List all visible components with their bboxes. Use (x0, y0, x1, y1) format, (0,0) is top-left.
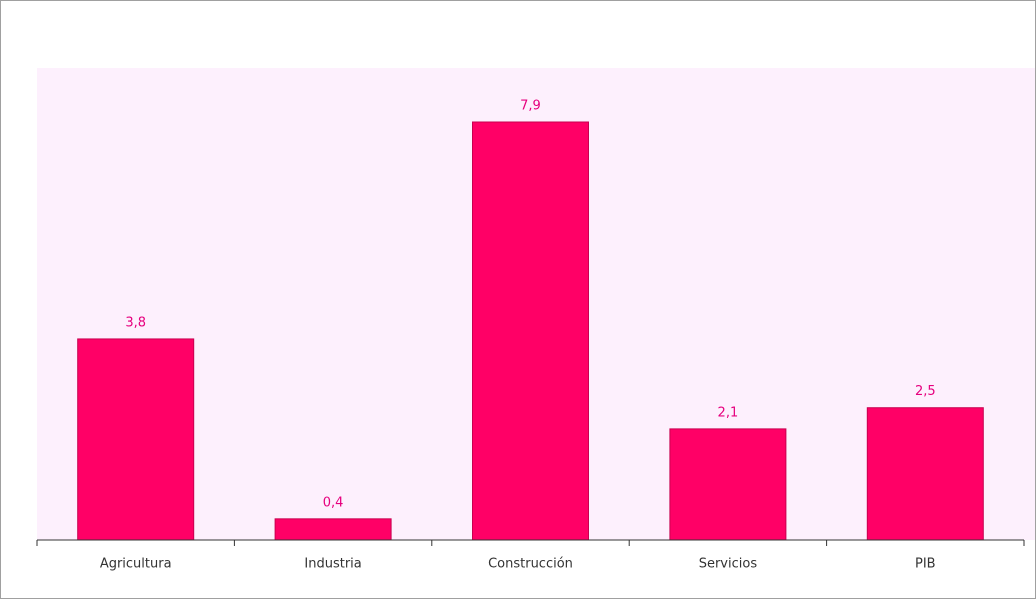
x-tick-label: Agricultura (100, 557, 172, 572)
value-label: 3,8 (125, 315, 146, 330)
value-label: 7,9 (520, 99, 541, 114)
value-label: 2,1 (718, 405, 739, 420)
x-tick-label: PIB (915, 557, 936, 572)
bar (866, 407, 984, 541)
bar (669, 428, 787, 541)
x-tick-label: Industria (304, 557, 361, 572)
x-tick-label: Servicios (699, 557, 758, 572)
bar (274, 518, 392, 541)
value-label: 0,4 (323, 495, 344, 510)
bar (472, 121, 589, 541)
x-tick-label: Construcción (488, 557, 573, 572)
bar (77, 338, 195, 541)
value-label: 2,5 (915, 384, 936, 399)
